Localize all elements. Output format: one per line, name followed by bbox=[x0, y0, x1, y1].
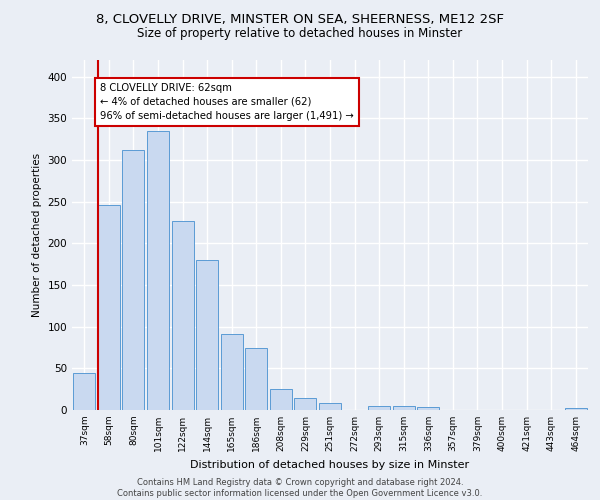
Text: Size of property relative to detached houses in Minster: Size of property relative to detached ho… bbox=[137, 28, 463, 40]
Text: 8 CLOVELLY DRIVE: 62sqm
← 4% of detached houses are smaller (62)
96% of semi-det: 8 CLOVELLY DRIVE: 62sqm ← 4% of detached… bbox=[100, 82, 354, 120]
Bar bbox=[172, 221, 194, 410]
Bar bbox=[319, 402, 341, 410]
Bar bbox=[392, 406, 415, 410]
Bar bbox=[122, 150, 145, 410]
X-axis label: Distribution of detached houses by size in Minster: Distribution of detached houses by size … bbox=[190, 460, 470, 469]
Text: Contains HM Land Registry data © Crown copyright and database right 2024.
Contai: Contains HM Land Registry data © Crown c… bbox=[118, 478, 482, 498]
Bar bbox=[245, 348, 268, 410]
Bar bbox=[295, 398, 316, 410]
Bar bbox=[73, 374, 95, 410]
Bar bbox=[270, 389, 292, 410]
Bar bbox=[98, 205, 120, 410]
Bar bbox=[417, 406, 439, 410]
Bar bbox=[221, 334, 243, 410]
Bar bbox=[147, 131, 169, 410]
Bar bbox=[368, 406, 390, 410]
Text: 8, CLOVELLY DRIVE, MINSTER ON SEA, SHEERNESS, ME12 2SF: 8, CLOVELLY DRIVE, MINSTER ON SEA, SHEER… bbox=[96, 12, 504, 26]
Bar bbox=[565, 408, 587, 410]
Y-axis label: Number of detached properties: Number of detached properties bbox=[32, 153, 42, 317]
Bar bbox=[196, 260, 218, 410]
